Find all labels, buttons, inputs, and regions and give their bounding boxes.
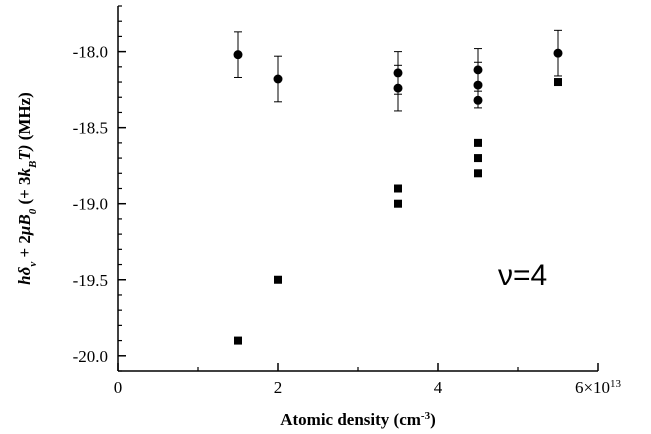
x-tick-label: 4 [434, 378, 443, 397]
square-point [234, 336, 242, 345]
y-tick-label: -19.0 [73, 195, 108, 214]
y-tick-label: -18.5 [73, 119, 108, 138]
x-axis-title-sup: -3 [421, 410, 431, 422]
circle-point [473, 80, 483, 90]
y-tick-label: -18.0 [73, 43, 108, 62]
x-tick-label-exponent: 13 [610, 378, 622, 390]
x-tick-label: 6×1013 [575, 378, 622, 397]
x-tick-label: 2 [274, 378, 283, 397]
x-tick-label: 0 [114, 378, 123, 397]
circle-point [553, 48, 563, 58]
data-marks [233, 29, 563, 345]
y-title-k: k [15, 167, 34, 176]
square-point [474, 138, 482, 147]
x-axis-title: Atomic density (cm-3) [280, 410, 436, 429]
y-title-t: T) [15, 145, 34, 161]
square-point [394, 199, 402, 208]
tick-labels: 0 2 4 6×1013 -18.0 -18.5 -19.0 -19.5 -20.0 [73, 43, 622, 397]
y-title-sub-b: B [27, 161, 39, 169]
y-title-mub: μB [15, 214, 34, 236]
y-title-plus: + 2 [15, 235, 34, 262]
x-axis-title-tail: ) [430, 410, 436, 429]
y-title-hdelta: hδ [15, 266, 34, 284]
y-axis-title: hδv + 2μB0 (+ 3kBT) (MHz) [15, 92, 39, 285]
square-point [394, 184, 402, 193]
circle-point [233, 50, 243, 60]
square-point [274, 275, 282, 284]
y-title-sub-v: v [27, 262, 39, 267]
square-point [474, 154, 482, 163]
x-axis-title-main: Atomic density (cm [280, 410, 421, 429]
circle-point [473, 95, 483, 105]
y-title-paren: (+ 3 [15, 176, 34, 208]
square-point [474, 169, 482, 178]
nu-annotation: ν=4 [498, 259, 547, 292]
axis-ticks [117, 5, 599, 372]
circle-point [273, 74, 283, 84]
square-point [554, 78, 562, 87]
y-tick-label: -19.5 [73, 271, 108, 290]
circle-point [393, 83, 403, 93]
y-title-unit: (MHz) [15, 92, 34, 144]
y-title-sub-0: 0 [27, 208, 39, 214]
y-tick-label: -20.0 [73, 347, 108, 366]
